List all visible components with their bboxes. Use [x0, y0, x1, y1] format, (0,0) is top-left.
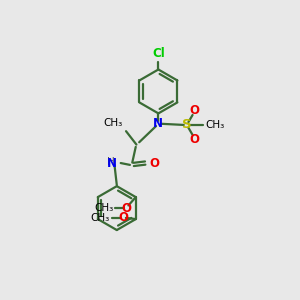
Text: O: O	[190, 104, 200, 117]
Text: Cl: Cl	[152, 47, 165, 60]
Text: CH₃: CH₃	[205, 120, 224, 130]
Text: N: N	[107, 157, 117, 169]
Text: CH₃: CH₃	[94, 203, 113, 213]
Text: CH₃: CH₃	[103, 118, 123, 128]
Text: O: O	[118, 212, 128, 224]
Text: O: O	[122, 202, 132, 215]
Text: S: S	[182, 118, 192, 131]
Text: CH₃: CH₃	[90, 213, 110, 223]
Text: N: N	[153, 117, 164, 130]
Text: O: O	[149, 157, 159, 169]
Text: O: O	[190, 133, 200, 146]
Text: H: H	[107, 158, 115, 167]
